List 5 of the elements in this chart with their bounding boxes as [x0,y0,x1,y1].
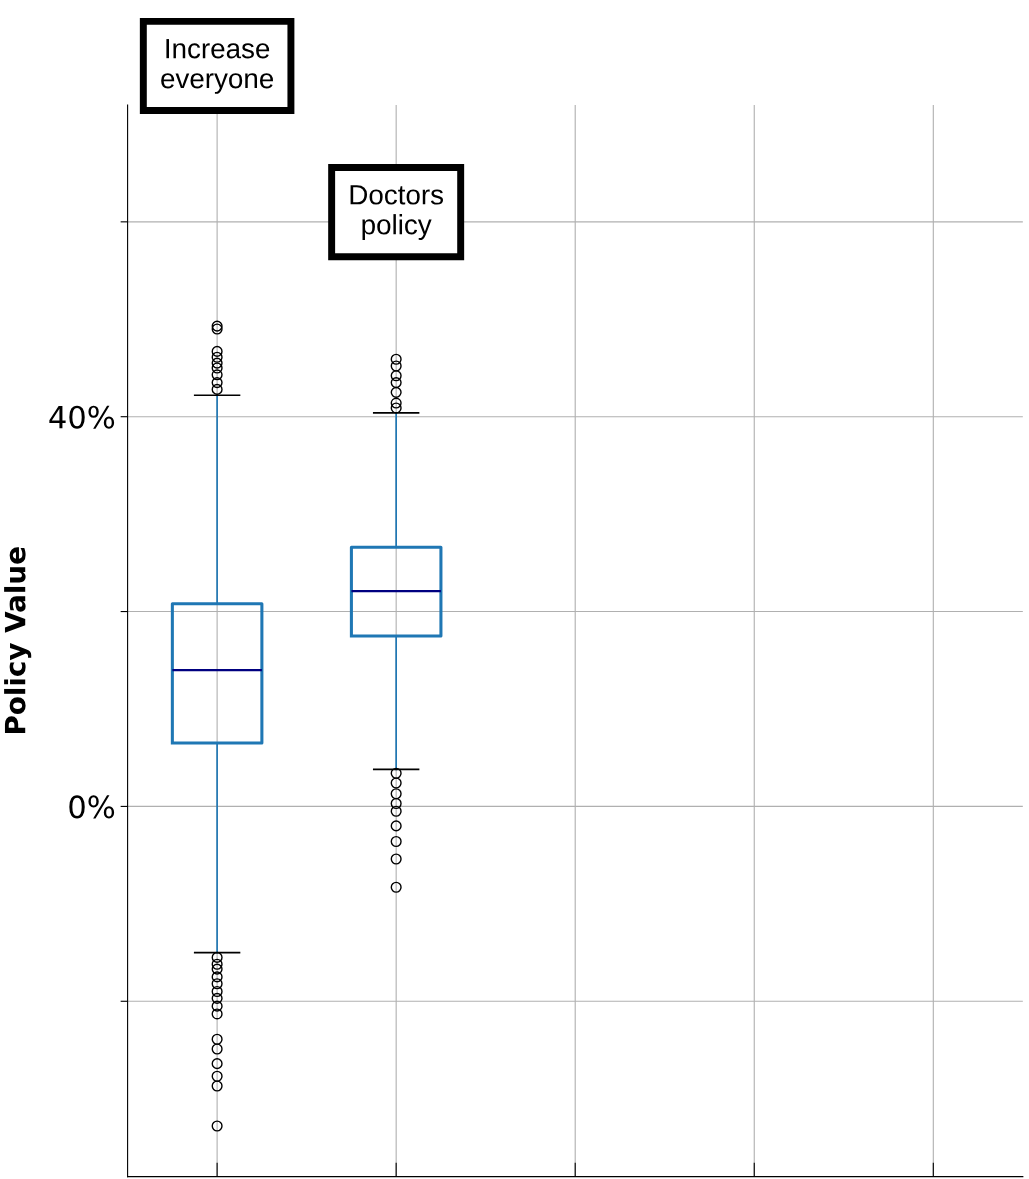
text: Increase everyone [161,39,274,94]
y-tick-label: 0% [69,795,115,819]
y-tick-label: 40% [49,405,115,429]
y-axis-title: Policy Value [4,547,32,734]
annotation: Doctors policy [350,185,444,241]
